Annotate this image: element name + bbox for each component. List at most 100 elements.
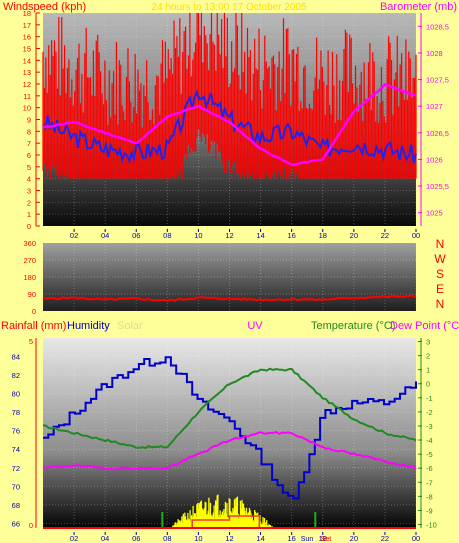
temp-tick-label: 3	[426, 338, 430, 347]
wind-tick-label: 1	[27, 210, 31, 219]
wind-tick-label: 18	[23, 9, 31, 18]
temp-tick-label: -2	[426, 408, 433, 417]
x-tick-label: 08	[163, 534, 171, 543]
x-tick-label: 20	[350, 231, 358, 240]
wind-tick-label: 3	[27, 187, 31, 196]
wind-gust-series	[42, 13, 417, 179]
wind-tick-label: 5	[27, 163, 31, 172]
x-tick-label: 02	[70, 231, 78, 240]
compass-label: S	[436, 267, 444, 281]
temp-tick-label: -7	[426, 478, 433, 487]
humidity-tick-label: 70	[12, 482, 20, 491]
direction-tick-label: 0	[32, 307, 36, 316]
direction-tick-label: 270	[23, 256, 36, 265]
humidity-tick-label: 68	[12, 501, 20, 510]
x-tick-label: 04	[101, 534, 109, 543]
wind-x-axis: 02 04 06 08 10 12 14 16 18 20 22 00	[70, 229, 420, 240]
x-tick-label: 14	[256, 534, 264, 543]
dewpoint-label: Dew Point (°C)	[390, 320, 459, 332]
temp-x-axis: 02 04 06 08 10 12 14 16 18 20 22 00 Sun Set	[70, 532, 420, 543]
wind-tick-label: 16	[23, 33, 31, 42]
wind-tick-label: 14	[23, 56, 31, 65]
sunrise-label: Sun	[301, 536, 314, 543]
temperature-series	[42, 367, 417, 450]
compass-label: E	[436, 282, 444, 296]
dewpoint-series	[42, 430, 417, 471]
wind-axis-title: Windspeed (kph)	[3, 1, 86, 13]
temp-tick-label: -10	[426, 520, 437, 529]
x-tick-label: 18	[319, 231, 327, 240]
wind-tick-label: 6	[27, 151, 31, 160]
temp-tick-label: -1	[426, 394, 433, 403]
x-tick-label: 22	[381, 231, 389, 240]
baro-tick-label: 1026	[426, 155, 443, 164]
humidity-tick-label: 76	[12, 427, 20, 436]
temperature-label: Temperature (°C)	[311, 320, 395, 332]
direction-tick-label: 360	[23, 239, 36, 248]
date-title: 24 hours to 13:00 17 October 2005	[151, 2, 307, 13]
x-tick-label: 02	[70, 534, 78, 543]
x-tick-label: 10	[194, 231, 202, 240]
baro-tick-label: 1025,5	[426, 182, 449, 191]
wind-average-series	[42, 89, 417, 164]
wind-tick-label: 0	[27, 222, 31, 231]
humidity-tick-label: 84	[12, 353, 20, 362]
x-tick-label: 00	[412, 231, 420, 240]
wind-tick-label: 8	[27, 127, 31, 136]
direction-tick-label: 180	[23, 273, 36, 282]
baro-tick-label: 1025	[426, 209, 443, 218]
x-tick-label: 20	[350, 534, 358, 543]
baro-tick-label: 1026,5	[426, 129, 449, 138]
temp-tick-label: -6	[426, 464, 433, 473]
temp-tick-label: -4	[426, 436, 433, 445]
baro-y-axis: 1025 1025,5 1026 1026,5 1027 1027,5 1028 1028,5	[418, 13, 449, 226]
uv-label: UV	[247, 320, 263, 332]
barometer-series	[42, 82, 417, 167]
humidity-tick-label: 66	[12, 519, 20, 528]
wind-tick-label: 15	[23, 45, 31, 54]
temp-tick-label: -9	[426, 506, 433, 515]
compass-label: W	[434, 252, 446, 266]
x-tick-label: 18	[319, 534, 327, 543]
temp-tick-label: 2	[426, 352, 430, 361]
temp-tick-label: -8	[426, 492, 433, 501]
temp-humidity-plot-bg	[43, 338, 416, 528]
x-tick-label: 16	[287, 231, 295, 240]
x-tick-label: 06	[132, 231, 140, 240]
x-tick-label: 08	[163, 231, 171, 240]
humidity-y-axis: 66 68 70 72 74 76 78 80 82 84	[12, 353, 20, 529]
rainfall-axis: 50	[29, 337, 416, 530]
compass-label: N	[436, 237, 445, 251]
direction-y-axis: 0 90 180 270 360	[23, 239, 36, 316]
humidity-series	[43, 356, 417, 500]
wind-tick-label: 11	[23, 92, 31, 101]
wind-direction-series	[42, 294, 417, 303]
wind-tick-label: 13	[23, 68, 31, 77]
x-tick-label: 14	[256, 231, 264, 240]
humidity-tick-label: 74	[12, 445, 20, 454]
x-tick-label: 22	[381, 534, 389, 543]
x-tick-label: 12	[225, 534, 233, 543]
wind-direction-grid	[43, 243, 417, 311]
x-tick-label: 10	[194, 534, 202, 543]
solar-series	[161, 494, 317, 528]
wind-tick-label: 10	[23, 104, 31, 113]
humidity-label: Humidity	[67, 320, 110, 332]
x-tick-label: 00	[412, 534, 420, 543]
x-tick-label: 04	[101, 231, 109, 240]
temp-tick-label: 1	[426, 366, 430, 375]
baro-tick-label: 1027,5	[426, 76, 449, 85]
wind-baro-grid	[43, 12, 417, 226]
compass-label: N	[436, 297, 445, 311]
temp-tick-label: 0	[426, 380, 430, 389]
direction-tick-label: 90	[28, 290, 36, 299]
rain-tick-label: 5	[29, 337, 33, 346]
wind-tick-label: 9	[27, 116, 31, 125]
humidity-tick-label: 80	[12, 390, 20, 399]
